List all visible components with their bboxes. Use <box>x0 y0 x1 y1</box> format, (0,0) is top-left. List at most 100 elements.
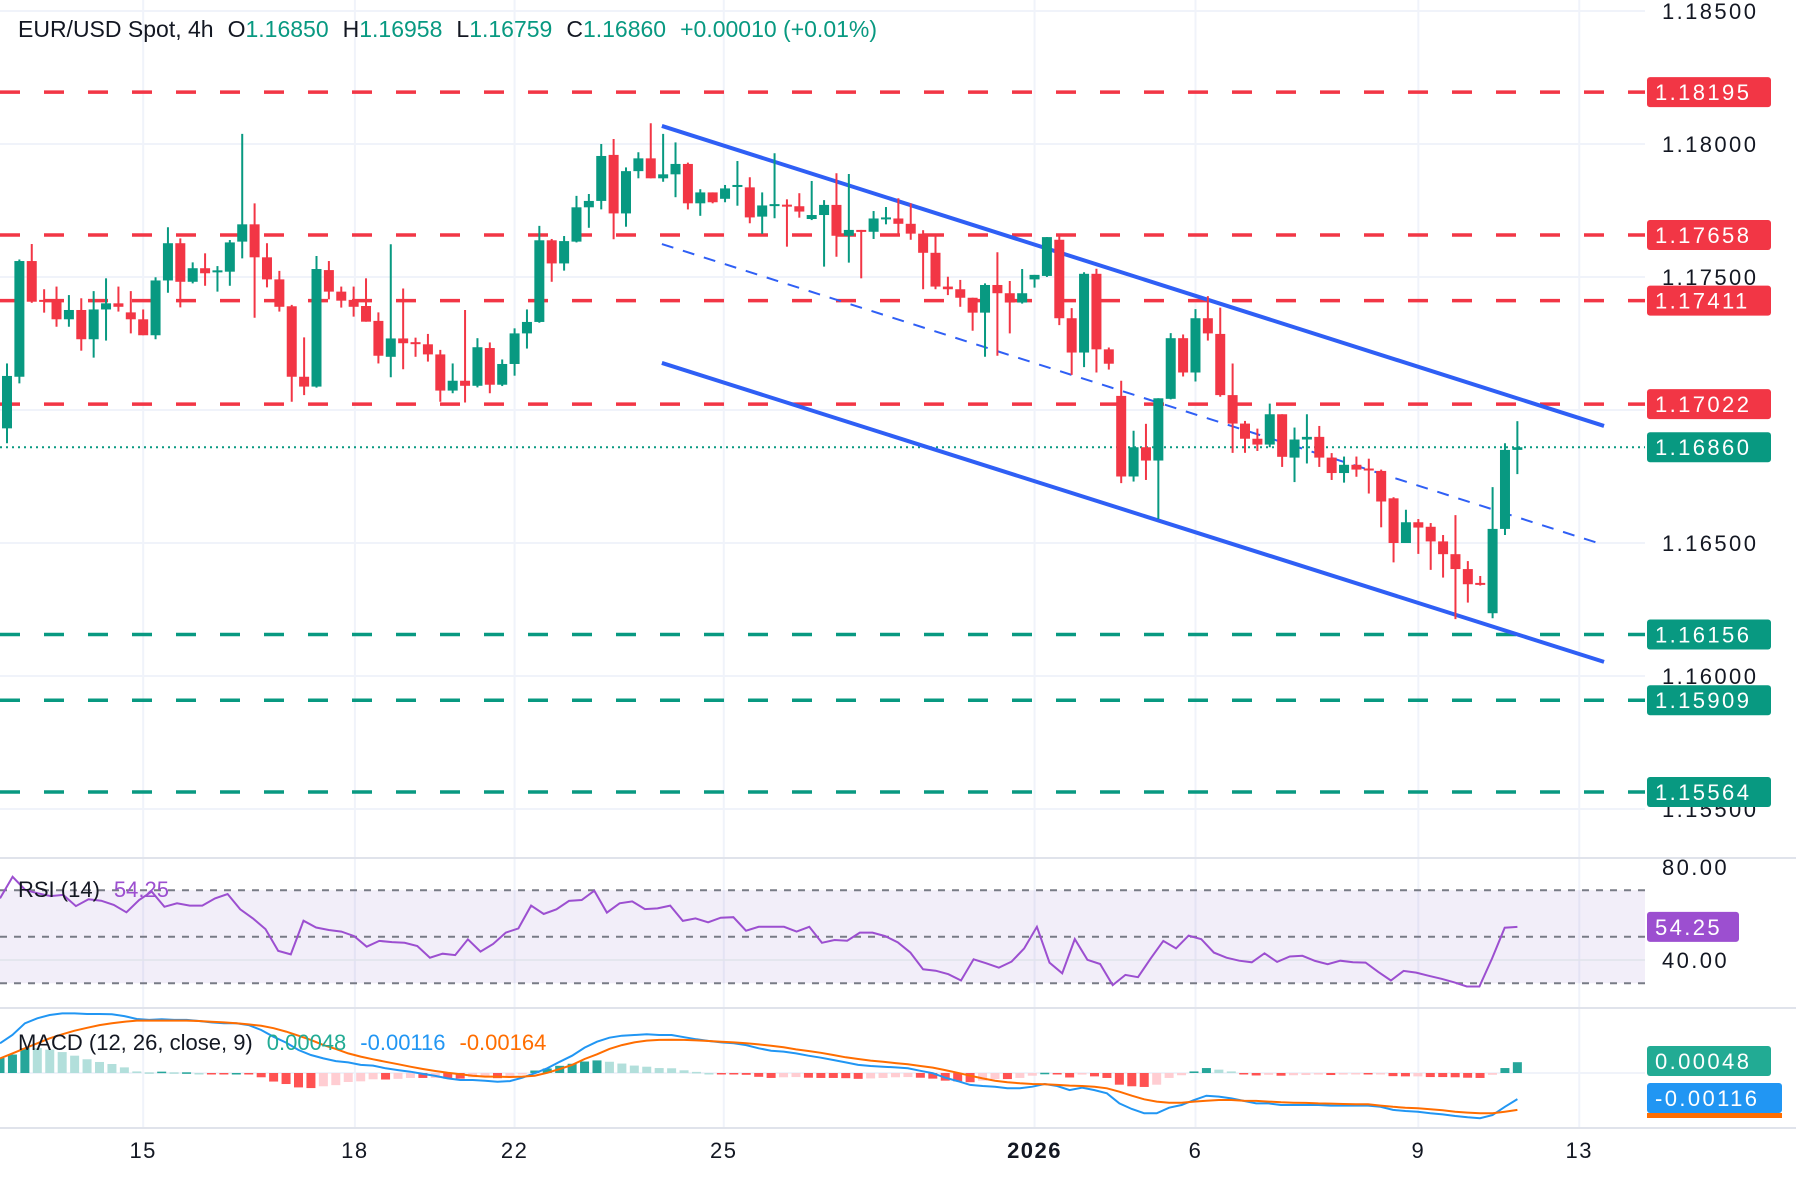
high-label: H <box>342 16 360 42</box>
macd-line-value: -0.00116 <box>360 1030 446 1055</box>
macd-histogram-bar <box>480 1073 490 1078</box>
candle <box>757 192 768 234</box>
grid <box>0 0 1796 1129</box>
candle <box>695 189 706 216</box>
candle <box>398 288 409 370</box>
candle-body <box>720 188 731 199</box>
candle-body <box>14 261 25 377</box>
candle <box>1029 274 1040 288</box>
candle-body <box>880 217 891 220</box>
macd-histogram-bar <box>206 1073 216 1075</box>
macd-histogram-bar <box>1438 1073 1448 1078</box>
candle <box>1289 427 1300 483</box>
macd-histogram-bar <box>1376 1073 1386 1075</box>
candle-body <box>1054 239 1065 319</box>
macd-histogram-bar <box>1114 1073 1124 1085</box>
macd-histogram-bar <box>517 1073 527 1075</box>
macd-histogram-bar <box>57 1052 67 1073</box>
macd-histogram-bar <box>318 1073 328 1087</box>
candle <box>980 283 991 357</box>
candle <box>385 244 396 378</box>
macd-histogram-bar <box>393 1073 403 1079</box>
candle-body <box>905 223 916 234</box>
candle-body <box>1413 522 1424 528</box>
candle-body <box>806 215 817 220</box>
candle <box>101 278 112 341</box>
candle <box>967 297 978 331</box>
candle-body <box>781 204 792 207</box>
candle-body <box>138 319 149 336</box>
macd-histogram-bar <box>592 1060 602 1073</box>
candle <box>1425 523 1436 570</box>
price-axis-label: 1.18500 <box>1662 0 1758 24</box>
time-axis-label: 18 <box>341 1138 368 1163</box>
candle-body <box>670 163 681 175</box>
candle <box>856 229 867 279</box>
current-price-badge-text: 1.16860 <box>1655 435 1751 460</box>
macd-histogram-bar <box>704 1073 714 1075</box>
candle-body <box>695 192 706 204</box>
candle-body <box>1178 338 1189 373</box>
macd-histogram-bar <box>903 1073 913 1078</box>
rsi-label[interactable]: RSI (14) <box>18 877 100 902</box>
candle <box>893 198 904 234</box>
candle-body <box>1004 293 1015 303</box>
resistance-price-badge-text: 1.17658 <box>1655 223 1751 248</box>
candle <box>1388 497 1399 563</box>
candle <box>237 133 248 259</box>
rsi-value-badge-bg <box>1647 911 1739 942</box>
candle-body <box>596 155 607 201</box>
macd-histogram-bar <box>1002 1073 1012 1080</box>
macd-histogram-bar <box>828 1073 838 1078</box>
candle-body <box>472 347 483 386</box>
candle-body <box>1091 273 1102 350</box>
candle <box>299 337 310 396</box>
candle <box>955 279 966 307</box>
macd-histogram-bar <box>878 1073 888 1078</box>
candle-body <box>311 269 322 387</box>
rsi-pane: 80.00 40.00 <box>0 855 1727 988</box>
candle <box>1017 269 1028 304</box>
macd-histogram-bar <box>505 1073 515 1078</box>
candle <box>1339 456 1350 483</box>
candle-body <box>373 320 384 356</box>
resistance-price-badge: 1.18195 <box>1647 77 1771 108</box>
macd-legend: MACD (12, 26, close, 9) 0.00048 -0.00116… <box>18 1030 546 1056</box>
candle <box>187 262 198 284</box>
macd-label[interactable]: MACD (12, 26, close, 9) <box>18 1030 253 1055</box>
macd-histogram-bar <box>617 1063 627 1073</box>
candle-body <box>1202 318 1213 334</box>
candle <box>880 207 891 225</box>
candle <box>1376 469 1387 528</box>
candle-body <box>113 303 124 307</box>
candle <box>633 152 644 179</box>
candle-body <box>200 268 211 274</box>
candle-body <box>732 184 743 187</box>
macd-histogram-bar <box>965 1073 975 1083</box>
candle <box>2 363 12 444</box>
macd-histogram-bar <box>157 1071 167 1074</box>
candle <box>1128 430 1139 482</box>
symbol-title[interactable]: EUR/USD Spot, 4h <box>18 16 214 42</box>
candle-body <box>336 291 347 301</box>
macd-histogram-bar <box>1102 1073 1112 1078</box>
macd-histogram-bar <box>953 1073 963 1082</box>
time-axis-label: 9 <box>1411 1138 1425 1163</box>
candle-body <box>608 154 619 214</box>
candle-body <box>1264 414 1275 445</box>
candle-body <box>1227 395 1238 424</box>
candle-body <box>1041 237 1052 276</box>
candle <box>1140 423 1151 480</box>
macd-histogram-bar <box>244 1073 254 1075</box>
candle <box>76 298 87 351</box>
candle <box>1512 421 1523 475</box>
resistance-price-badge: 1.17022 <box>1647 389 1771 420</box>
candle-body <box>187 268 198 282</box>
candle <box>125 291 136 334</box>
macd-histogram-bar <box>1089 1073 1099 1077</box>
candle <box>1326 453 1337 480</box>
candle <box>819 200 830 267</box>
candle <box>1054 234 1065 326</box>
candle <box>1475 575 1486 586</box>
